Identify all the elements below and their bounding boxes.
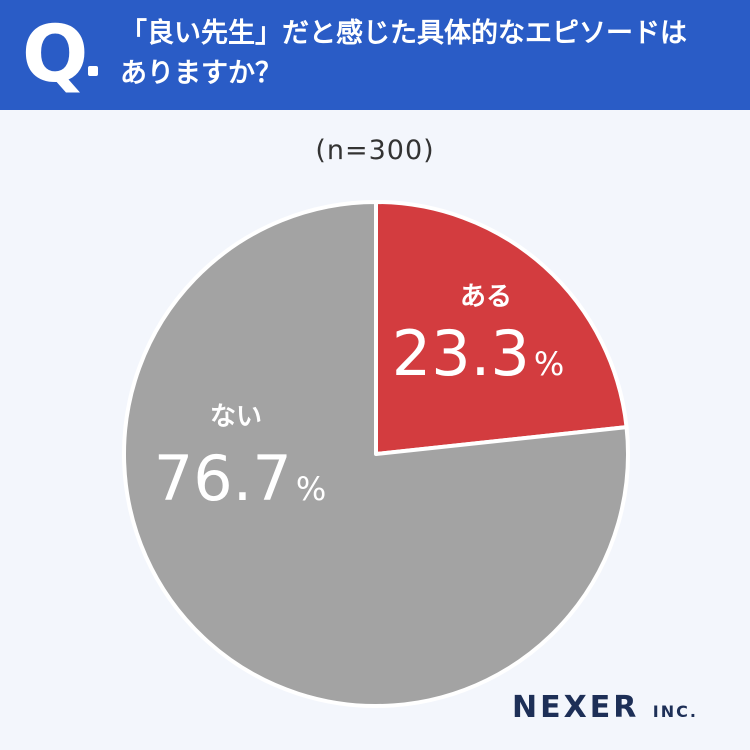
slice-value: 23.3%	[392, 317, 564, 390]
question-line-2: ありますか？	[120, 58, 282, 89]
pie-slice-no	[122, 200, 630, 708]
pie-slice-yes	[374, 200, 629, 456]
slice-label: ある	[460, 282, 512, 312]
slice-value: 76.7%	[154, 442, 326, 515]
sample-size: (n=300)	[315, 135, 435, 166]
brand-suffix: INC.	[652, 702, 698, 721]
brand-logo: NEXER INC.	[512, 690, 698, 725]
slice-label: ない	[210, 402, 262, 432]
brand-name: NEXER	[512, 690, 640, 725]
question-header: Q 「良い先生」だと感じた具体的なエピソードは ありますか？	[0, 0, 750, 110]
question-dot	[88, 66, 98, 76]
question-text: 「良い先生」だと感じた具体的なエピソードは ありますか？	[120, 14, 730, 94]
question-line-1: 「良い先生」だと感じた具体的なエピソードは	[120, 18, 687, 49]
question-mark: Q	[22, 10, 89, 100]
